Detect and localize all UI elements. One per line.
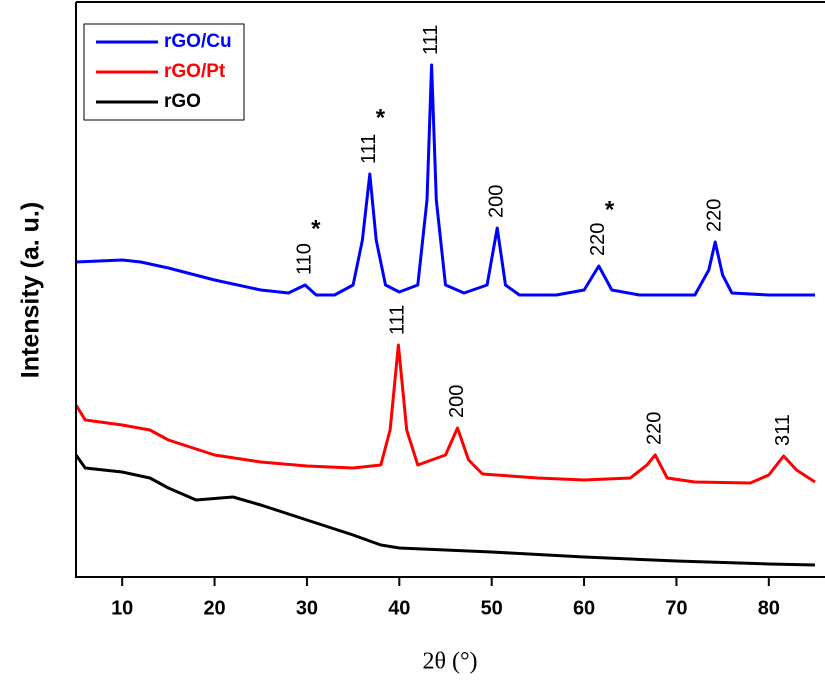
x-tick-label: 30: [296, 597, 318, 619]
data-line: [74, 343, 816, 485]
legend-label: rGO/Pt: [164, 61, 226, 82]
data-line: [74, 454, 816, 567]
x-axis-label: 2θ (°): [422, 649, 477, 675]
peak-label: 200: [486, 185, 508, 218]
x-tick-label: 10: [111, 597, 133, 619]
peak-label: 220: [704, 199, 726, 232]
peak-label: 220: [587, 223, 609, 256]
x-tick-label: 60: [573, 597, 595, 619]
peak-marker: *: [311, 215, 321, 242]
peak-marker: *: [605, 196, 615, 223]
y-axis-label: Intensity (a. u.): [17, 202, 45, 378]
data-line: [75, 63, 815, 297]
peak-label: 111: [358, 134, 380, 164]
legend-label: rGO/Cu: [164, 31, 232, 52]
peak-label: 200: [446, 385, 468, 418]
peak-label: 311: [772, 414, 794, 446]
peak-marker: *: [376, 104, 386, 131]
axis-frame: [75, 1, 825, 578]
x-tick-label: 70: [665, 597, 687, 619]
x-tick-label: 20: [203, 597, 225, 619]
x-tick-label: 80: [758, 597, 780, 619]
legend-label: rGO: [164, 91, 201, 112]
peak-label: 110: [293, 243, 315, 275]
x-tick-label: 40: [388, 597, 410, 619]
peak-label: 220: [643, 412, 665, 445]
peak-label: 111: [420, 25, 442, 55]
x-tick-label: 50: [481, 597, 503, 619]
peak-label: 111: [387, 305, 409, 335]
